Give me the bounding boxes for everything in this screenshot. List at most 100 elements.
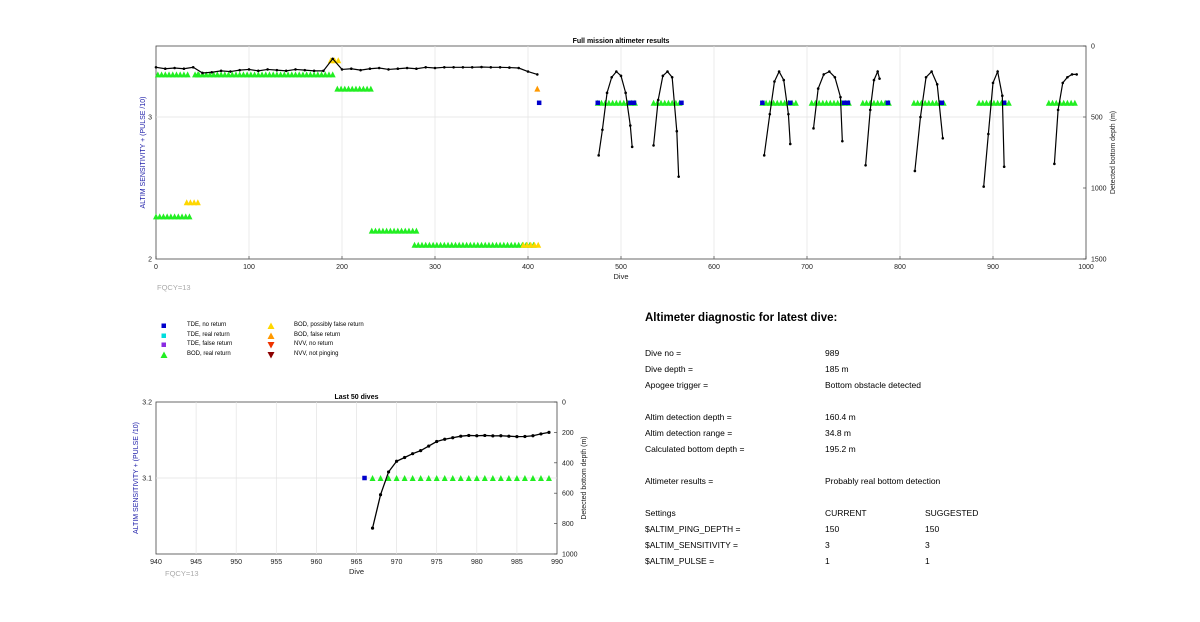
depth-point	[312, 69, 316, 73]
y-right-axis-label: Detected bottom depth (m)	[581, 436, 588, 519]
depth-point	[539, 432, 543, 436]
depth-point	[833, 75, 837, 79]
marker-bod	[417, 475, 424, 481]
depth-point	[1001, 94, 1004, 97]
depth-point	[507, 434, 511, 438]
x-tick-label: 970	[391, 559, 403, 566]
depth-point	[666, 70, 669, 73]
depth-point	[876, 70, 879, 73]
depth-series-line	[983, 69, 1005, 187]
y-right-tick-label: 800	[562, 521, 574, 528]
depth-point	[340, 68, 344, 71]
depth-point	[219, 69, 223, 73]
x-axis-label: Dive	[613, 272, 628, 281]
depth-point	[787, 112, 790, 116]
row-label: Altim detection range =	[645, 428, 733, 438]
marker-bod	[413, 227, 420, 234]
marker-bod	[792, 99, 799, 106]
row-suggested: 3	[925, 540, 930, 550]
legend-label: BOD, possibly false return	[294, 322, 364, 328]
depth-point	[435, 439, 439, 444]
row-label: Altim detection depth =	[645, 412, 732, 422]
depth-point	[601, 128, 604, 132]
depth-point	[475, 434, 479, 438]
row-suggested: 150	[925, 524, 940, 534]
depth-point	[841, 139, 844, 143]
depth-point	[433, 66, 437, 70]
x-tick-label: 1000	[1078, 264, 1094, 271]
marker-tde	[536, 100, 542, 106]
marker-bod	[449, 475, 456, 481]
marker-tde	[362, 475, 367, 481]
depth-point	[266, 68, 269, 71]
y-right-tick-label: 0	[1091, 44, 1095, 51]
x-tick-label: 960	[311, 559, 323, 566]
legend-marker-icon	[267, 322, 275, 329]
x-tick-label: 945	[190, 559, 202, 566]
depth-point	[788, 142, 792, 146]
depth-point	[677, 175, 680, 178]
marker-bod	[537, 475, 544, 481]
depth-point	[812, 127, 815, 130]
legend-label: TDE, no return	[187, 322, 227, 328]
marker-tde	[939, 100, 945, 106]
depth-point	[378, 493, 383, 497]
marker-bod	[329, 71, 336, 78]
y-right-tick-label: 500	[1091, 115, 1103, 122]
depth-point	[782, 78, 786, 82]
depth-point	[303, 68, 307, 72]
marker-tde	[885, 100, 891, 106]
marker-tde	[595, 100, 600, 106]
y-right-tick-label: 1000	[1091, 186, 1107, 193]
legend: TDE, no return TDE, real return TDE, false…	[160, 322, 390, 362]
row-label: Dive no =	[645, 348, 682, 358]
row-label: Calculated bottom depth =	[645, 444, 745, 454]
marker-bod	[433, 475, 440, 481]
depth-point	[275, 68, 279, 72]
marker-tde	[631, 100, 637, 106]
depth-point	[459, 434, 463, 438]
row-value: 3	[825, 540, 830, 550]
depth-point	[415, 67, 418, 71]
marker-bod	[529, 475, 536, 481]
y-right-tick-label: 600	[562, 491, 574, 498]
x-tick-label: 955	[270, 559, 282, 566]
depth-point	[1002, 165, 1006, 168]
depth-point	[777, 70, 781, 73]
depth-point	[173, 66, 176, 70]
depth-point	[822, 73, 826, 76]
depth-point	[675, 129, 679, 133]
marker-tde	[1001, 100, 1007, 106]
depth-point	[419, 449, 423, 453]
depth-point	[526, 70, 530, 73]
depth-point	[461, 66, 465, 69]
depth-point	[470, 66, 474, 69]
marker-bod	[441, 475, 448, 481]
legend-marker-icon	[161, 342, 166, 347]
depth-point	[661, 74, 665, 78]
marker-bod	[401, 475, 408, 481]
x-tick-label: 985	[511, 559, 523, 566]
marker-bod	[186, 213, 193, 220]
depth-point	[247, 68, 251, 71]
depth-point	[547, 430, 551, 434]
depth-point	[238, 68, 241, 72]
row-label: Apogee trigger =	[645, 380, 709, 390]
y-right-tick-label: 400	[562, 460, 574, 467]
depth-series-line	[914, 70, 944, 172]
row-label: Settings	[645, 508, 676, 518]
y-left-axis-label: ALTIM SENSITIVITY + (PULSE /10)	[133, 422, 140, 534]
y-right-tick-label: 200	[562, 430, 574, 437]
x-axis-label: Dive	[349, 567, 364, 576]
marker-bod	[489, 475, 496, 481]
x-tick-label: 0	[154, 264, 158, 271]
legend-marker-icon	[267, 351, 275, 358]
x-tick-label: 950	[230, 559, 242, 566]
depth-point	[670, 75, 674, 79]
depth-point	[452, 66, 455, 69]
depth-point	[499, 434, 503, 438]
depth-point	[924, 75, 928, 79]
row-value: 989	[825, 348, 840, 358]
depth-point	[878, 77, 881, 80]
row-value: 160.4 m	[825, 412, 856, 422]
